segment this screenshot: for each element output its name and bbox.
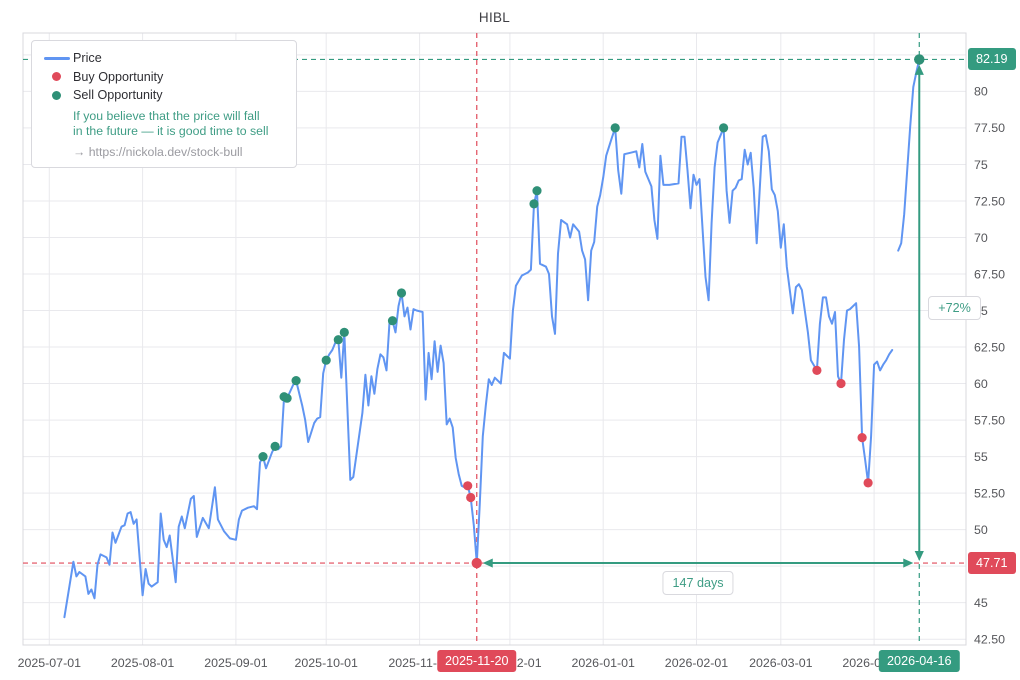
- legend-item-sell: Sell Opportunity: [40, 86, 286, 105]
- legend-sell-label: Sell Opportunity: [73, 88, 163, 103]
- buy-marker: [836, 378, 846, 389]
- sell-marker: [339, 327, 349, 337]
- x-tick-label: 2025-07-01: [18, 656, 81, 670]
- y-tick-label: 77.50: [974, 121, 1005, 135]
- legend-price-label: Price: [73, 51, 102, 66]
- y-tick-label: 60: [974, 377, 988, 391]
- chart-legend: Price Buy Opportunity Sell Opportunity I…: [31, 40, 297, 168]
- sell-markers: [258, 54, 925, 462]
- sell-marker: [396, 288, 407, 298]
- legend-link: → https://nickola.dev/stock-bull: [73, 144, 243, 159]
- page-title: HIBL: [478, 10, 511, 25]
- y-tick-label: 70: [974, 231, 988, 245]
- grid: [22, 32, 967, 646]
- buy-marker: [812, 365, 822, 375]
- gain-arrow: [482, 64, 924, 568]
- buy-marker: [463, 481, 473, 491]
- duration-label: 147 days: [662, 571, 734, 595]
- sell-marker: [719, 123, 729, 133]
- buy-dot-icon: [40, 72, 73, 82]
- low-date-badge: 2025-11-20: [437, 650, 517, 672]
- low-value-badge: 47.71: [968, 551, 1016, 574]
- y-tick-label: 75: [974, 158, 988, 172]
- x-tick-label: 2026-03-01: [749, 656, 812, 670]
- buy-marker: [857, 433, 867, 443]
- y-tick-label: 62.50: [974, 340, 1005, 354]
- x-tick-label: 2025-10-01: [295, 656, 358, 670]
- sell-marker: [387, 316, 398, 326]
- sell-marker: [282, 393, 292, 403]
- sell-marker: [258, 452, 268, 462]
- high-value-badge: 82.19: [968, 47, 1016, 70]
- y-tick-label: 52.50: [974, 486, 1005, 500]
- legend-buy-label: Buy Opportunity: [73, 69, 164, 84]
- legend-note-line2: in the future — it is good time to sell: [73, 124, 269, 139]
- sell-high-marker: [914, 54, 925, 65]
- high-date-badge: 2026-04-16: [879, 650, 960, 672]
- sell-marker: [270, 441, 280, 451]
- sell-dot-icon: [40, 90, 73, 100]
- x-tick-label: 2026-01-01: [572, 656, 635, 670]
- legend-note: If you believe that the price will fall …: [73, 109, 286, 140]
- sell-marker: [333, 335, 343, 345]
- y-tick-label: 80: [974, 85, 988, 99]
- gain-percent-label: +72%: [928, 296, 981, 320]
- y-tick-label: 55: [974, 450, 988, 464]
- sell-marker: [321, 355, 331, 365]
- y-tick-label: 45: [974, 596, 988, 610]
- sell-marker: [532, 186, 542, 196]
- legend-item-price: Price: [40, 49, 286, 68]
- sell-marker: [529, 199, 539, 209]
- sell-marker: [291, 376, 301, 386]
- y-tick-label: 57.50: [974, 413, 1005, 427]
- legend-note-line1: If you believe that the price will fall: [73, 108, 260, 123]
- legend-item-buy: Buy Opportunity: [40, 68, 286, 87]
- y-tick-label: 72.50: [974, 194, 1005, 208]
- x-tick-label: 2025-08-01: [111, 656, 174, 670]
- buy-markers: [463, 365, 873, 569]
- buy-low-marker: [471, 557, 482, 569]
- y-tick-label: 50: [974, 523, 988, 537]
- price-line-icon: [40, 56, 73, 60]
- buy-marker: [863, 478, 873, 488]
- y-axis-labels: 8077.507572.507067.506562.506057.505552.…: [974, 85, 1005, 647]
- sell-marker: [610, 123, 620, 133]
- buy-marker: [466, 492, 476, 503]
- x-tick-label: 2025-09-01: [204, 656, 267, 670]
- x-tick-label: 2025-11-01: [388, 656, 451, 670]
- y-tick-label: 42.50: [974, 633, 1005, 647]
- y-tick-label: 67.50: [974, 267, 1005, 281]
- x-tick-label: 2026-02-01: [665, 656, 728, 670]
